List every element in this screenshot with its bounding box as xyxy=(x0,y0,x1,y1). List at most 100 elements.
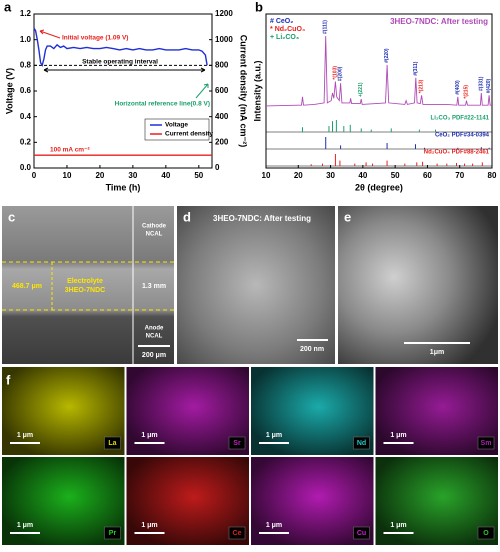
sem-image xyxy=(177,206,335,364)
x-tick-label: 10 xyxy=(63,171,72,180)
x-tick-label: 0 xyxy=(32,171,37,180)
reference-label: Li₂CO₃ PDF#22-1141 xyxy=(431,116,490,122)
scale-label: 200 nm xyxy=(300,346,324,353)
peak-label: *(103) xyxy=(333,66,339,80)
element-label: O xyxy=(483,530,489,537)
peak-symbol: # xyxy=(479,88,485,91)
x-axis-label: Time (h) xyxy=(106,182,141,192)
legend-label: + Li₂CO₃ xyxy=(270,34,299,41)
y2-axis-label: Current density (mA cm⁻²) xyxy=(239,35,249,147)
element-box xyxy=(228,526,246,540)
legend-label: # CeO₂ xyxy=(270,18,293,25)
element-label: Pr xyxy=(109,530,117,537)
scale-label: 1μm xyxy=(430,349,444,356)
eds-map xyxy=(251,367,374,455)
y-tick-label: 0.6 xyxy=(20,86,32,95)
eds-map xyxy=(126,457,249,545)
peak-label: +(221) xyxy=(359,82,365,97)
peak-symbol: # xyxy=(486,90,492,93)
y-tick-label: 1.2 xyxy=(20,9,32,18)
element-box xyxy=(228,436,246,450)
peak-symbol: * xyxy=(333,78,339,80)
peak-symbol: # xyxy=(455,92,461,95)
element-label: Sm xyxy=(481,440,492,447)
scale-label: 1 μm xyxy=(141,522,157,529)
peak-label: *(215) xyxy=(464,85,470,99)
peak-label: #(420) xyxy=(486,78,492,93)
scale-label: 1 μm xyxy=(17,522,33,529)
element-box xyxy=(353,526,370,540)
x-tick-label: 80 xyxy=(488,171,497,180)
thickness-label: 1.3 mm xyxy=(142,283,166,290)
scale-label: 200 μm xyxy=(142,352,166,359)
eds-map xyxy=(126,367,249,455)
peak-label: #(400) xyxy=(455,80,461,95)
scale-label: 1 μm xyxy=(390,432,406,439)
y2-tick-label: 800 xyxy=(215,60,229,69)
x-tick-label: 40 xyxy=(358,171,367,180)
x-axis-label: 2θ (degree) xyxy=(355,182,403,192)
scale-label: 1 μm xyxy=(141,432,157,439)
legend-label: Current density xyxy=(165,131,213,138)
element-label: Ce xyxy=(233,530,242,537)
peak-symbol: + xyxy=(359,94,365,97)
x-tick-label: 50 xyxy=(391,171,400,180)
legend-symbol: + xyxy=(270,34,274,41)
x-tick-label: 20 xyxy=(95,171,104,180)
panel-label: c xyxy=(8,209,15,224)
peak-symbol: * xyxy=(464,97,470,99)
panel-e: e 1μm xyxy=(338,206,498,364)
region-label: Electrolyte xyxy=(67,278,103,285)
peak-symbol: # xyxy=(338,78,344,81)
annotation: Stable operating interval xyxy=(82,59,158,66)
y2-tick-label: 400 xyxy=(215,112,229,121)
y2-tick-label: 200 xyxy=(215,137,229,146)
legend-label: Voltage xyxy=(165,122,188,129)
peak-symbol: # xyxy=(384,60,390,63)
x-tick-label: 50 xyxy=(194,171,203,180)
legend-symbol: * xyxy=(270,26,273,33)
element-label: Cu xyxy=(357,530,366,537)
pattern-line xyxy=(265,35,492,107)
scale-label: 1 μm xyxy=(266,432,282,439)
y-tick-label: 0.0 xyxy=(20,163,32,172)
y-tick-label: 0.8 xyxy=(20,60,32,69)
element-box xyxy=(104,436,121,450)
y-tick-label: 0.2 xyxy=(20,137,32,146)
peak-hkl: (200) xyxy=(338,66,344,78)
peak-symbol: # xyxy=(323,31,329,34)
element-label: La xyxy=(108,440,116,447)
x-tick-label: 70 xyxy=(455,171,464,180)
peak-label: #(331) xyxy=(479,76,485,91)
element-label: Sr xyxy=(233,440,241,447)
peak-hkl: (400) xyxy=(455,80,461,92)
peak-hkl: (221) xyxy=(359,82,365,94)
peak-label: *(213) xyxy=(419,79,425,93)
panel-label: d xyxy=(183,209,191,224)
x-tick-label: 30 xyxy=(128,171,137,180)
element-box xyxy=(477,436,495,450)
arrow xyxy=(195,83,209,99)
peak-label: #(200) xyxy=(338,66,344,81)
peak-hkl: (220) xyxy=(384,48,390,60)
legend-label: * Nd₂CuO₄ xyxy=(270,26,305,33)
panel-label: e xyxy=(344,209,351,224)
arrow xyxy=(43,67,206,73)
sem-image xyxy=(338,206,498,364)
peak-symbol: * xyxy=(419,91,425,93)
region-label: NCAL xyxy=(146,334,163,340)
panel-f: 1 μm La 1 μm Sr 1 μm Nd 1 μm Sm 1 μm Pr 1 μm Ce 1 μm… xyxy=(2,367,498,545)
panel-label: a xyxy=(4,0,12,14)
panel-c: c Cathode NCAL Electrolyte 3HEO-7NDC 468… xyxy=(2,206,174,364)
x-tick-label: 30 xyxy=(326,171,335,180)
annotation: Horizontal reference line(0.8 V) xyxy=(115,101,210,108)
legend-symbol: # xyxy=(270,18,274,25)
eds-map xyxy=(375,367,498,455)
element-box xyxy=(104,526,121,540)
peak-hkl: (111) xyxy=(323,20,329,31)
scale-label: 1 μm xyxy=(390,522,406,529)
region-label: NCAL xyxy=(146,232,163,238)
element-label: Nd xyxy=(357,440,366,447)
y2-tick-label: 1000 xyxy=(215,35,233,44)
